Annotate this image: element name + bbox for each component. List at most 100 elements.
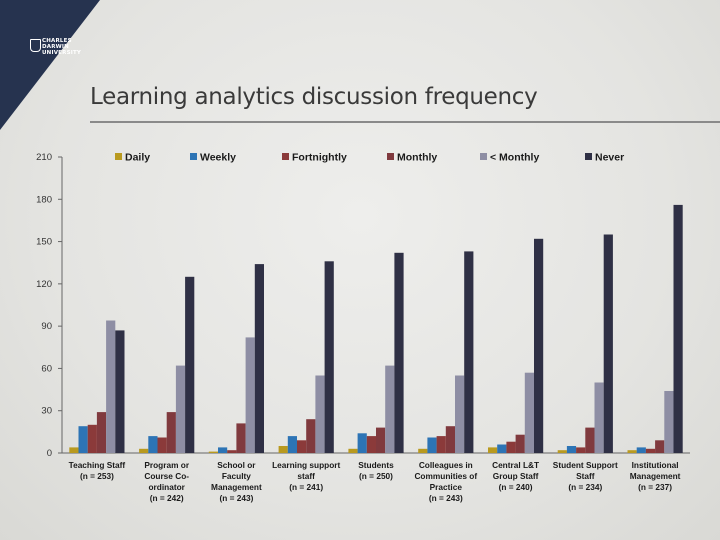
category-label: (n = 241) (289, 482, 323, 492)
bar-daily (348, 448, 358, 453)
y-tick-label: 120 (36, 279, 52, 290)
title-divider (90, 121, 720, 123)
bar-daily (139, 448, 149, 453)
bar-monthly (106, 320, 116, 453)
bar-monthly (655, 440, 665, 453)
logo-line-3: UNIVERSITY (42, 50, 82, 57)
bar-monthly (664, 391, 674, 453)
legend-swatch (190, 153, 197, 160)
bar-monthly (445, 426, 455, 453)
category-label: Institutional (632, 460, 679, 470)
legend-label: Fortnightly (292, 152, 347, 164)
bar-never (673, 204, 683, 453)
bar-never (324, 261, 334, 453)
category-label: (n = 240) (499, 482, 533, 492)
bar-daily (488, 447, 498, 453)
bar-weekly (287, 436, 297, 453)
category-label: (n = 253) (80, 471, 114, 481)
category-label: Management (630, 471, 681, 481)
y-tick-label: 60 (41, 363, 52, 374)
bar-monthly (96, 412, 107, 453)
category-label: (n = 243) (219, 493, 253, 503)
legend-label: Daily (125, 152, 150, 164)
bar-never (394, 252, 404, 453)
legend-swatch (480, 153, 487, 160)
category-label: Faculty (222, 471, 251, 481)
slide-title: Learning analytics discussion frequency (90, 84, 538, 110)
bar-daily (69, 447, 79, 453)
category-label: ordinator (148, 482, 185, 492)
category-label: Group Staff (493, 471, 539, 481)
category-label: (n = 237) (638, 482, 672, 492)
y-tick-label: 0 (47, 448, 52, 459)
bar-fortnightly (227, 450, 237, 453)
category-label: Colleagues in (419, 460, 473, 470)
logo-line-1: CHARLES (42, 38, 72, 44)
bar-monthly (385, 365, 395, 453)
bar-weekly (427, 437, 437, 453)
bar-fortnightly (576, 447, 586, 453)
bar-never (464, 251, 474, 453)
bar-monthly (236, 423, 246, 453)
bar-never (254, 264, 264, 453)
bar-never (185, 276, 195, 453)
bar-never (534, 238, 544, 453)
bar-monthly (376, 427, 386, 453)
bar-fortnightly (297, 440, 307, 453)
bar-daily (208, 451, 218, 453)
legend-label: < Monthly (490, 152, 539, 164)
shield-icon (30, 39, 41, 52)
bar-fortnightly (157, 437, 167, 453)
y-tick-label: 180 (36, 194, 52, 205)
category-label: Student Support (553, 460, 618, 470)
bar-monthly (175, 365, 186, 453)
legend-swatch (585, 153, 592, 160)
bar-monthly (524, 372, 534, 453)
category-label: Learning support (272, 460, 340, 470)
y-tick-label: 90 (41, 321, 52, 332)
bar-monthly (245, 337, 255, 453)
bar-never (603, 234, 613, 453)
y-tick-label: 210 (36, 152, 52, 163)
bar-weekly (497, 444, 507, 453)
bar-monthly (515, 434, 525, 453)
category-label: Course Co- (144, 471, 189, 481)
bar-weekly (148, 436, 158, 453)
legend-swatch (115, 153, 122, 160)
bar-daily (627, 450, 637, 453)
bar-weekly (566, 446, 577, 453)
category-label: Program or (144, 460, 189, 470)
category-label: School or (217, 460, 256, 470)
bar-fortnightly (87, 424, 97, 453)
bar-never (115, 330, 125, 453)
bar-weekly (357, 433, 367, 453)
category-label: (n = 250) (359, 471, 393, 481)
logo-line-2: DARWIN (42, 44, 69, 51)
bar-fortnightly (366, 436, 376, 453)
bar-monthly (166, 412, 176, 453)
corner-triangle (0, 0, 100, 130)
category-label: (n = 234) (568, 482, 602, 492)
bar-daily (418, 448, 428, 453)
corner-banner (0, 0, 100, 130)
category-label: Teaching Staff (69, 460, 126, 470)
bar-monthly (594, 382, 604, 453)
category-label: Communities of (414, 471, 477, 481)
legend-label: Never (595, 152, 624, 164)
bar-monthly (455, 375, 465, 453)
bar-monthly (585, 427, 595, 453)
category-label: (n = 242) (150, 493, 184, 503)
legend-label: Weekly (200, 152, 236, 164)
bar-weekly (636, 447, 646, 453)
category-label: Practice (430, 482, 463, 492)
bar-weekly (218, 447, 228, 453)
category-label: Central L&T (492, 460, 539, 470)
legend-swatch (282, 153, 289, 160)
bar-fortnightly (436, 436, 446, 453)
y-tick-label: 150 (36, 237, 52, 248)
bar-daily (557, 450, 567, 453)
legend-label: Monthly (397, 152, 437, 164)
bar-fortnightly (645, 448, 656, 453)
bar-fortnightly (506, 441, 516, 453)
